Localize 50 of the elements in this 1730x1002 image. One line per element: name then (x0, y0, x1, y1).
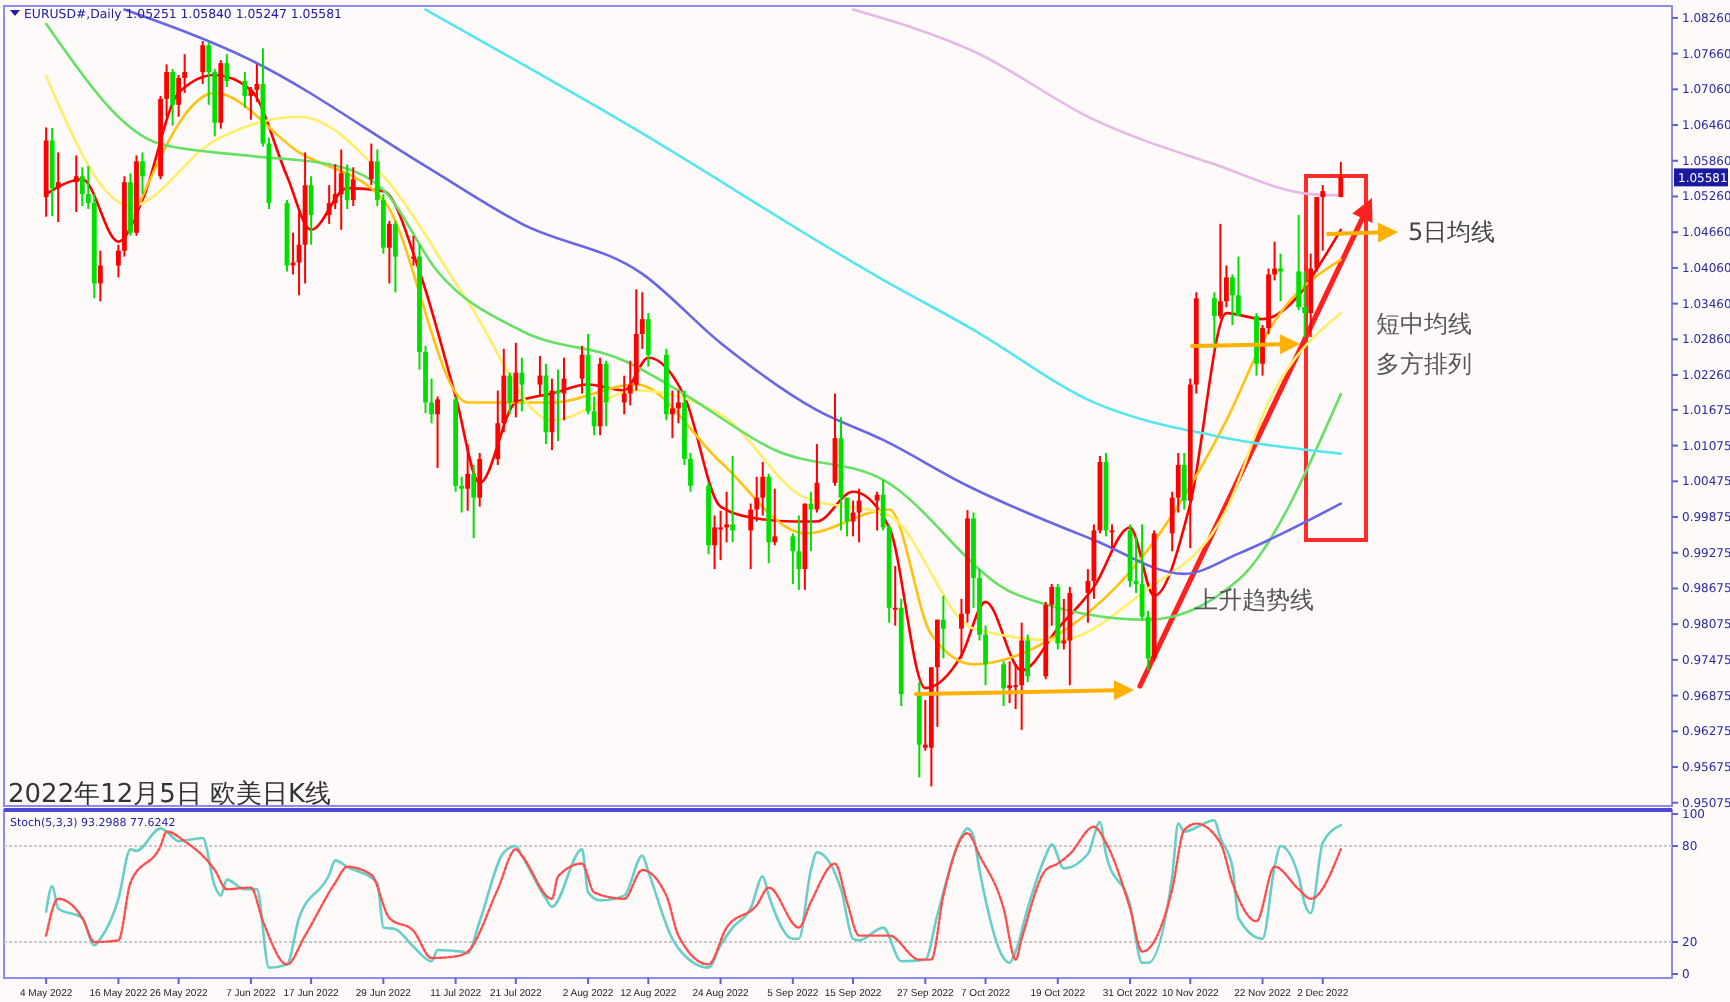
candlestick (513, 341, 519, 419)
candlestick (1254, 312, 1259, 377)
candlestick (338, 148, 344, 231)
candlestick (1211, 291, 1217, 350)
candlestick (1181, 452, 1187, 511)
candlestick (477, 452, 483, 508)
candlestick (1025, 633, 1031, 684)
line-series (851, 8, 1343, 197)
annotation: 2022年12月5日 欧美日K线 (8, 778, 332, 810)
candlestick (170, 68, 176, 127)
candlestick (645, 312, 651, 368)
candlestick (507, 371, 513, 416)
candlestick (79, 166, 85, 207)
annotation: 短中均线 (1376, 310, 1472, 338)
candlestick (224, 53, 230, 88)
candlestick (772, 487, 778, 547)
candlestick (892, 565, 898, 627)
candlestick (519, 356, 525, 413)
candlestick (140, 151, 145, 196)
candlestick (350, 166, 356, 207)
candlestick (1338, 160, 1344, 199)
line-series (424, 8, 1343, 455)
candlestick (471, 463, 477, 540)
candlestick (603, 359, 609, 428)
candlestick (97, 249, 103, 303)
candlestick (242, 71, 248, 109)
candlestick (760, 460, 766, 517)
candlestick (1236, 255, 1241, 318)
candlestick (368, 142, 374, 187)
candlestick (730, 455, 736, 544)
candlestick (308, 175, 314, 246)
candlestick (465, 443, 471, 512)
candlestick (344, 163, 350, 210)
candlestick (796, 514, 802, 591)
candlestick (435, 395, 440, 469)
annotation: 多方排列 (1376, 350, 1472, 378)
candlestick (49, 127, 55, 218)
candlestick (73, 154, 79, 213)
line-series (123, 8, 1343, 576)
candlestick (1217, 222, 1223, 321)
candlestick (712, 514, 717, 571)
candlestick (55, 151, 61, 224)
candlestick (874, 490, 880, 532)
candlestick (393, 219, 398, 294)
candlestick (670, 389, 675, 440)
candlestick (1001, 660, 1006, 707)
candlestick (411, 234, 416, 267)
candlestick (940, 594, 946, 660)
candlestick (386, 219, 392, 285)
annotation: 5日均线 (1408, 218, 1496, 246)
